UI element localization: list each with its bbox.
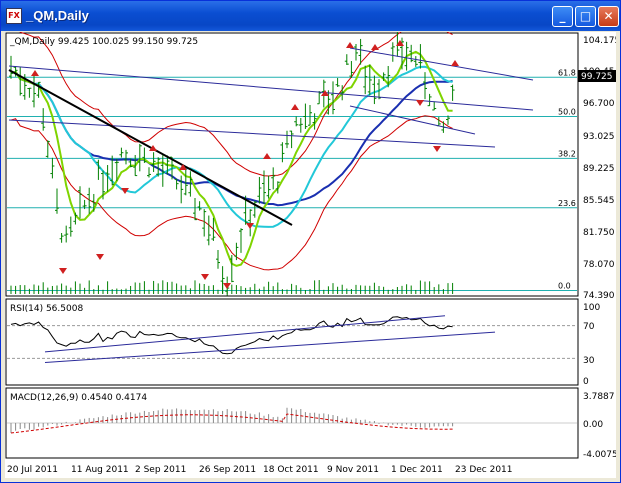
- trendline: [8, 65, 534, 111]
- minimize-button[interactable]: _: [552, 6, 573, 27]
- date-label: 2 Sep 2011: [135, 465, 186, 475]
- date-label: 18 Oct 2011: [263, 465, 319, 475]
- macd-scale: 3.7887 0.00 -4.0075: [583, 392, 618, 460]
- fractal-arrow: [451, 60, 459, 66]
- rsi-scale-label: 30: [583, 356, 595, 366]
- rsi-trendline: [44, 315, 446, 353]
- title-bar[interactable]: FX _QM,Daily _ □ ✕: [1, 1, 620, 31]
- maximize-button[interactable]: □: [575, 6, 596, 27]
- fractal-arrow: [121, 188, 129, 194]
- price-label: 81.750: [583, 228, 615, 238]
- date-label: 20 Jul 2011: [7, 465, 58, 475]
- fib-label: 23.6: [558, 199, 576, 208]
- date-label: 11 Aug 2011: [71, 465, 129, 475]
- fib-label: 38.2: [558, 149, 576, 158]
- trendline: [349, 105, 476, 135]
- trendline: [8, 69, 293, 226]
- trendline: [8, 119, 496, 148]
- fractal-arrow: [201, 274, 209, 280]
- macd-header: MACD(12,26,9) 0.4540 0.4174: [10, 393, 147, 403]
- chart-canvas[interactable]: 61.8 50.0 38.2 23.6 0.0 _QM,Daily 99.425 100…: [5, 21, 620, 478]
- price-label: 85.545: [583, 196, 615, 206]
- date-label: 23 Dec 2011: [455, 465, 513, 475]
- price-label: 78.070: [583, 260, 615, 270]
- rsi-scale-label: 100: [583, 303, 600, 313]
- fractal-arrow: [59, 268, 67, 274]
- date-axis: 20 Jul 2011 11 Aug 2011 2 Sep 2011 26 Se…: [7, 465, 513, 475]
- volume-bars: [10, 280, 454, 294]
- date-label: 26 Sep 2011: [199, 465, 256, 475]
- close-button[interactable]: ✕: [598, 6, 619, 27]
- macd-scale-label: 0.00: [583, 420, 603, 430]
- fractal-arrow: [149, 145, 157, 151]
- fractal-arrow: [31, 70, 39, 76]
- chart-area[interactable]: 61.8 50.0 38.2 23.6 0.0 _QM,Daily 99.425 100…: [5, 21, 620, 478]
- rsi-panel-frame: [5, 298, 579, 386]
- price-label: 93.025: [583, 132, 615, 142]
- rsi-scale-label: 70: [583, 322, 595, 332]
- macd-indicator: [7, 407, 577, 434]
- price-bars: [9, 27, 455, 296]
- price-label: 96.700: [583, 99, 615, 109]
- bollinger-bands: [10, 21, 453, 271]
- chart-app-icon: FX: [6, 8, 22, 24]
- price-label: 74.390: [583, 291, 615, 301]
- fractal-arrow: [179, 164, 187, 170]
- current-price-label: 99.725: [581, 72, 613, 82]
- rsi-scale-label: 0: [583, 377, 589, 387]
- fractal-arrow: [371, 44, 379, 50]
- fractal-arrow: [433, 146, 441, 152]
- window-title: _QM,Daily: [26, 8, 89, 23]
- fib-label: 0.0: [558, 282, 571, 291]
- trendline: [349, 47, 534, 81]
- macd-scale-label: 3.7887: [583, 392, 615, 402]
- current-price-marker: [578, 70, 616, 82]
- fractal-arrow: [223, 283, 231, 289]
- rsi-scale: 100 70 30 0: [583, 303, 600, 387]
- price-label: 104.175: [583, 36, 616, 46]
- rsi-line: [10, 316, 453, 355]
- date-label: 9 Nov 2011: [327, 465, 379, 475]
- price-label: 89.225: [583, 164, 615, 174]
- fib-label: 50.0: [558, 108, 576, 117]
- rsi-indicator: [7, 315, 577, 363]
- fractal-arrow: [96, 254, 104, 260]
- macd-scale-label: -4.0075: [583, 450, 616, 460]
- rsi-trendline: [44, 331, 496, 363]
- macd-signal-line: [10, 413, 453, 434]
- fractal-arrow: [321, 90, 329, 96]
- fractal-markers: [31, 40, 459, 289]
- main-chart-header: _QM,Daily 99.425 100.025 99.150 99.725: [9, 37, 198, 47]
- bollinger-lower: [10, 115, 453, 271]
- fractal-arrow: [291, 104, 299, 110]
- fractal-arrow: [263, 153, 271, 159]
- fractal-arrow: [346, 42, 354, 48]
- trendlines[interactable]: [8, 47, 534, 226]
- fib-label: 61.8: [558, 68, 576, 77]
- fractal-arrow: [246, 223, 254, 229]
- fractal-arrow: [416, 100, 424, 106]
- rsi-header: RSI(14) 56.5008: [10, 304, 83, 314]
- bollinger-upper: [10, 21, 453, 177]
- date-label: 1 Dec 2011: [391, 465, 443, 475]
- fractal-arrow: [396, 40, 404, 46]
